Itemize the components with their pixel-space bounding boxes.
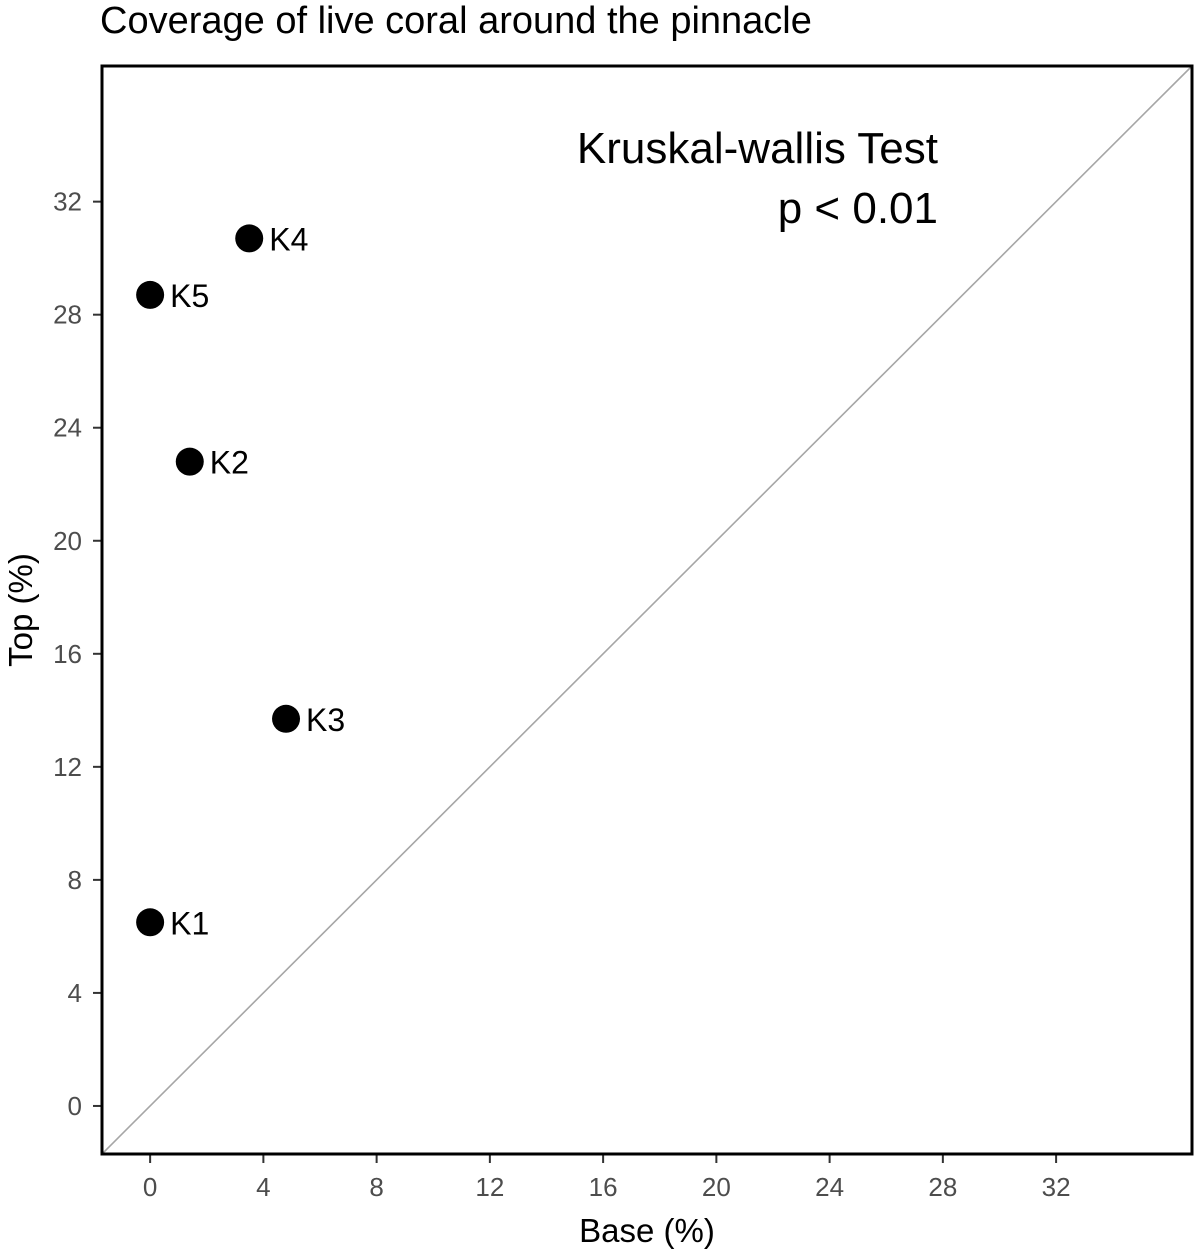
y-tick-label: 20 (53, 526, 82, 556)
y-tick-label: 16 (53, 639, 82, 669)
x-tick-label: 28 (928, 1172, 957, 1202)
point-label-k4: K4 (269, 221, 308, 257)
y-tick-label: 4 (68, 978, 82, 1008)
point-label-k2: K2 (210, 445, 249, 481)
plot-frame (100, 64, 1194, 1156)
x-tick-label: 16 (589, 1172, 618, 1202)
x-tick-label: 12 (475, 1172, 504, 1202)
point-label-k5: K5 (170, 278, 209, 314)
y-tick-label: 8 (68, 865, 82, 895)
x-axis-title: Base (%) (579, 1212, 715, 1249)
x-tick-label: 32 (1042, 1172, 1071, 1202)
y-tick-label: 24 (53, 413, 82, 443)
y-tick-label: 0 (68, 1091, 82, 1121)
annotation-p-value: p < 0.01 (778, 184, 938, 233)
data-point-k1 (136, 908, 165, 937)
y-tick-label: 28 (53, 300, 82, 330)
annotation-test-name: Kruskal-wallis Test (577, 124, 938, 173)
y-axis-title: Top (%) (2, 553, 39, 667)
x-tick-label: 20 (702, 1172, 731, 1202)
y-tick-label: 12 (53, 752, 82, 782)
data-point-k2 (175, 447, 204, 476)
x-tick-label: 8 (369, 1172, 383, 1202)
reference-line-y-equals-x (101, 65, 1193, 1155)
x-tick-label: 0 (143, 1172, 157, 1202)
x-tick-label: 4 (256, 1172, 270, 1202)
point-label-k3: K3 (306, 702, 345, 738)
x-tick-label: 24 (815, 1172, 844, 1202)
y-tick-label: 32 (53, 187, 82, 217)
data-point-k4 (235, 224, 264, 253)
data-point-k3 (272, 704, 301, 733)
point-label-k1: K1 (170, 905, 209, 941)
data-point-k5 (136, 280, 165, 309)
chart-title: Coverage of live coral around the pinnac… (100, 0, 812, 42)
